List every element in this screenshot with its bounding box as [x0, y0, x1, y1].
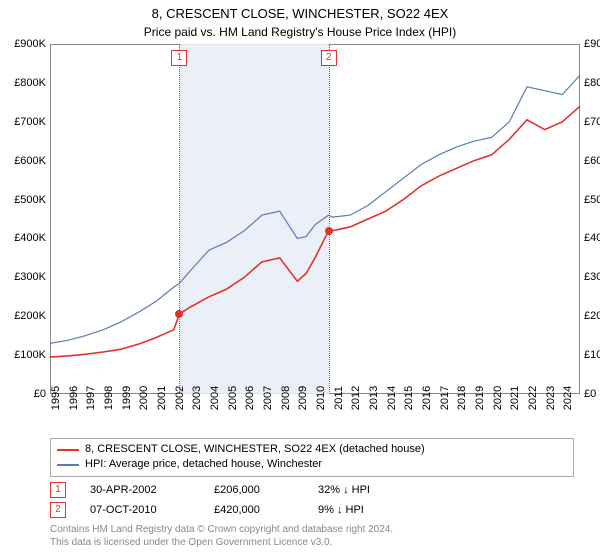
chart-title: 8, CRESCENT CLOSE, WINCHESTER, SO22 4EX [0, 0, 600, 23]
y2-tick-label: £900K [584, 38, 600, 50]
y2-tick-label: £100K [584, 349, 600, 361]
transaction-diff: 32% ↓ HPI [318, 484, 398, 496]
footer-line-1: Contains HM Land Registry data © Crown c… [50, 524, 393, 537]
y2-tick-label: £300K [584, 271, 600, 283]
y-tick-label: £500K [14, 194, 46, 206]
legend: 8, CRESCENT CLOSE, WINCHESTER, SO22 4EX … [50, 438, 574, 477]
transaction-dot [325, 227, 333, 235]
x-tick-label: 2008 [280, 386, 292, 410]
x-tick-label: 2005 [227, 386, 239, 410]
y-tick-label: £900K [14, 38, 46, 50]
y2-tick-label: £0 [584, 388, 596, 400]
x-tick-label: 1997 [85, 386, 97, 410]
y2-tick-label: £700K [584, 116, 600, 128]
y2-tick-label: £500K [584, 194, 600, 206]
x-tick-label: 2014 [386, 386, 398, 410]
y-tick-label: £0 [34, 388, 46, 400]
y-tick-label: £100K [14, 349, 46, 361]
chart-container: 8, CRESCENT CLOSE, WINCHESTER, SO22 4EX … [0, 0, 600, 560]
line-series [50, 44, 580, 394]
x-tick-label: 2002 [174, 386, 186, 410]
x-tick-label: 2015 [403, 386, 415, 410]
legend-swatch [57, 464, 79, 466]
y-tick-label: £600K [14, 155, 46, 167]
x-tick-label: 1998 [103, 386, 115, 410]
x-tick-label: 2011 [333, 386, 345, 410]
transaction-row: 1 30-APR-2002 £206,000 32% ↓ HPI [50, 480, 398, 500]
y-tick-label: £200K [14, 310, 46, 322]
x-tick-label: 2019 [474, 386, 486, 410]
x-tick-label: 2024 [562, 386, 574, 410]
legend-label: 8, CRESCENT CLOSE, WINCHESTER, SO22 4EX … [85, 442, 425, 457]
legend-label: HPI: Average price, detached house, Winc… [85, 457, 322, 472]
legend-item: 8, CRESCENT CLOSE, WINCHESTER, SO22 4EX … [57, 442, 567, 457]
transaction-marker: 2 [50, 502, 66, 518]
footer-attribution: Contains HM Land Registry data © Crown c… [50, 524, 393, 549]
x-tick-label: 2023 [545, 386, 557, 410]
transaction-marker: 1 [50, 482, 66, 498]
x-tick-label: 1995 [50, 386, 62, 410]
transaction-row: 2 07-OCT-2010 £420,000 9% ↓ HPI [50, 500, 398, 520]
transaction-table: 1 30-APR-2002 £206,000 32% ↓ HPI 2 07-OCT-201… [50, 480, 398, 520]
y-tick-label: £300K [14, 271, 46, 283]
x-tick-label: 2017 [439, 386, 451, 410]
x-tick-label: 2000 [138, 386, 150, 410]
x-tick-label: 2021 [509, 386, 521, 410]
chart-subtitle: Price paid vs. HM Land Registry's House … [0, 23, 600, 39]
footer-line-2: This data is licensed under the Open Gov… [50, 537, 393, 550]
x-tick-label: 1999 [121, 386, 133, 410]
y2-tick-label: £200K [584, 310, 600, 322]
x-tick-label: 2007 [262, 386, 274, 410]
series-price_paid [50, 106, 580, 357]
y2-tick-label: £800K [584, 77, 600, 89]
x-tick-label: 2020 [492, 386, 504, 410]
transaction-price: £206,000 [214, 484, 294, 496]
chart-area: 12 £0£100K£200K£300K£400K£500K£600K£700K… [50, 44, 580, 394]
transaction-dot [175, 310, 183, 318]
x-tick-label: 2001 [156, 386, 168, 410]
x-tick-label: 2012 [350, 386, 362, 410]
transaction-price: £420,000 [214, 504, 294, 516]
x-tick-label: 2013 [368, 386, 380, 410]
y-tick-label: £700K [14, 116, 46, 128]
x-tick-label: 2022 [527, 386, 539, 410]
x-tick-label: 2018 [456, 386, 468, 410]
x-tick-label: 2016 [421, 386, 433, 410]
series-hpi [50, 75, 580, 343]
x-tick-label: 2004 [209, 386, 221, 410]
x-tick-label: 1996 [68, 386, 80, 410]
y2-tick-label: £600K [584, 155, 600, 167]
legend-swatch [57, 449, 79, 451]
x-tick-label: 2006 [244, 386, 256, 410]
x-tick-label: 2009 [297, 386, 309, 410]
transaction-date: 30-APR-2002 [90, 484, 190, 496]
x-tick-label: 2010 [315, 386, 327, 410]
y-tick-label: £800K [14, 77, 46, 89]
transaction-date: 07-OCT-2010 [90, 504, 190, 516]
legend-item: HPI: Average price, detached house, Winc… [57, 457, 567, 472]
y-tick-label: £400K [14, 232, 46, 244]
transaction-diff: 9% ↓ HPI [318, 504, 398, 516]
x-tick-label: 2003 [191, 386, 203, 410]
y2-tick-label: £400K [584, 232, 600, 244]
